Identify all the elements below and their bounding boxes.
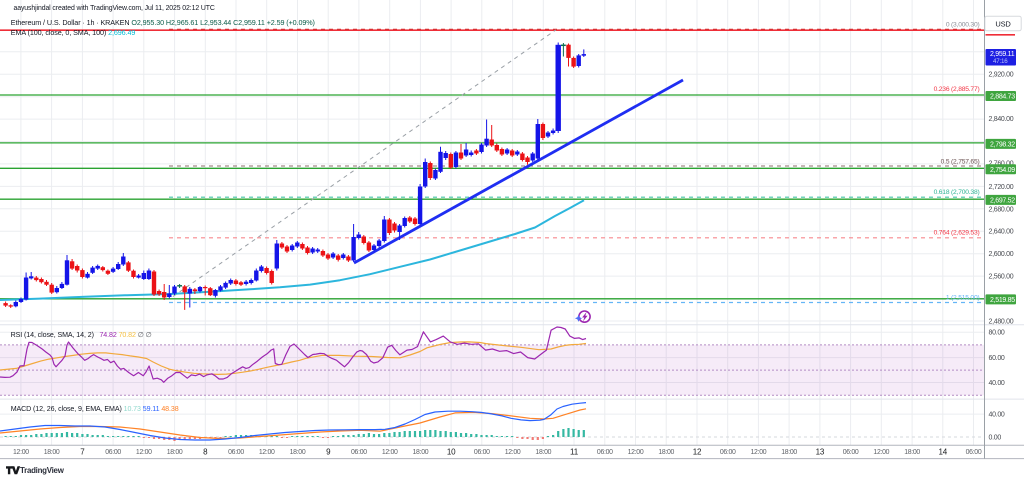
svg-text:06:00: 06:00 xyxy=(843,449,859,456)
svg-text:60.00: 60.00 xyxy=(989,355,1005,362)
svg-text:40.00: 40.00 xyxy=(989,412,1005,419)
svg-text:2,798.32: 2,798.32 xyxy=(990,142,1015,149)
svg-text:18:00: 18:00 xyxy=(413,449,429,456)
svg-text:2,920.00: 2,920.00 xyxy=(989,72,1014,79)
svg-text:0 (3,000.30): 0 (3,000.30) xyxy=(946,21,980,28)
svg-text:12:00: 12:00 xyxy=(259,449,275,456)
svg-text:2,560.00: 2,560.00 xyxy=(989,273,1014,280)
svg-text:10: 10 xyxy=(447,448,456,457)
svg-text:0.618 (2,700.38): 0.618 (2,700.38) xyxy=(934,189,980,196)
svg-text:47:16: 47:16 xyxy=(993,58,1008,65)
svg-text:18:00: 18:00 xyxy=(904,449,920,456)
svg-text:80.00: 80.00 xyxy=(989,330,1005,337)
svg-text:0.5 (2,757.65): 0.5 (2,757.65) xyxy=(941,158,980,165)
svg-text:18:00: 18:00 xyxy=(658,449,674,456)
svg-text:18:00: 18:00 xyxy=(535,449,551,456)
svg-text:12:00: 12:00 xyxy=(382,449,398,456)
svg-text:12:00: 12:00 xyxy=(873,449,889,456)
svg-text:14: 14 xyxy=(939,448,948,457)
svg-text:aayushjindal created with Trad: aayushjindal created with TradingView.co… xyxy=(14,5,215,12)
svg-text:8: 8 xyxy=(203,448,208,457)
svg-text:12:00: 12:00 xyxy=(136,449,152,456)
svg-text:2,519.85: 2,519.85 xyxy=(990,297,1015,304)
svg-text:2,640.00: 2,640.00 xyxy=(989,229,1014,236)
svg-text:RSI (14, close, SMA, 14, 2): RSI (14, close, SMA, 14, 2) 74.82 70.82 … xyxy=(11,331,152,339)
svg-text:13: 13 xyxy=(816,448,825,457)
svg-text:2,959.11: 2,959.11 xyxy=(990,51,1015,58)
svg-text:2,720.00: 2,720.00 xyxy=(989,184,1014,191)
svg-text:2,760.00: 2,760.00 xyxy=(989,161,1014,168)
svg-text:12:00: 12:00 xyxy=(751,449,767,456)
svg-text:06:00: 06:00 xyxy=(228,449,244,456)
svg-text:2,884.73: 2,884.73 xyxy=(990,94,1015,101)
svg-text:0.764 (2,629.53): 0.764 (2,629.53) xyxy=(934,229,980,236)
svg-text:06:00: 06:00 xyxy=(351,449,367,456)
svg-text:2,840.00: 2,840.00 xyxy=(989,116,1014,123)
svg-text:Ethereum / U.S. Dollar · 1h ·: Ethereum / U.S. Dollar · 1h · KRAKEN O2,… xyxy=(11,18,315,27)
svg-text:2,697.52: 2,697.52 xyxy=(990,198,1015,205)
svg-text:USD: USD xyxy=(995,19,1011,28)
svg-text:06:00: 06:00 xyxy=(720,449,736,456)
svg-text:12: 12 xyxy=(693,448,702,457)
svg-text:06:00: 06:00 xyxy=(105,449,121,456)
svg-text:2,480.00: 2,480.00 xyxy=(989,318,1014,325)
svg-text:0.00: 0.00 xyxy=(989,434,1002,441)
svg-text:7: 7 xyxy=(80,448,85,457)
svg-text:12:00: 12:00 xyxy=(13,449,29,456)
svg-text:1 (2,515.00): 1 (2,515.00) xyxy=(946,294,980,301)
svg-text:06:00: 06:00 xyxy=(474,449,490,456)
svg-text:9: 9 xyxy=(326,448,331,457)
svg-text:11: 11 xyxy=(570,448,579,457)
svg-text:EMA (100, close, 0, SMA, 100): EMA (100, close, 0, SMA, 100) 2,696.49 xyxy=(11,28,136,37)
svg-text:12:00: 12:00 xyxy=(628,449,644,456)
svg-text:18:00: 18:00 xyxy=(44,449,60,456)
svg-text:40.00: 40.00 xyxy=(989,380,1005,387)
svg-text:06:00: 06:00 xyxy=(597,449,613,456)
svg-text:0.236 (2,885.77): 0.236 (2,885.77) xyxy=(934,86,980,93)
svg-text:18:00: 18:00 xyxy=(290,449,306,456)
svg-text:06:00: 06:00 xyxy=(966,449,982,456)
svg-text:MACD (12, 26, close, 9, EMA, E: MACD (12, 26, close, 9, EMA, EMA) 10.73 … xyxy=(11,405,179,413)
svg-text:18:00: 18:00 xyxy=(781,449,797,456)
svg-text:2,754.09: 2,754.09 xyxy=(990,167,1015,174)
svg-text:18:00: 18:00 xyxy=(167,449,183,456)
svg-text:TradingView: TradingView xyxy=(20,466,65,475)
svg-text:12:00: 12:00 xyxy=(505,449,521,456)
svg-text:2,680.00: 2,680.00 xyxy=(989,206,1014,213)
svg-text:2,600.00: 2,600.00 xyxy=(989,251,1014,258)
